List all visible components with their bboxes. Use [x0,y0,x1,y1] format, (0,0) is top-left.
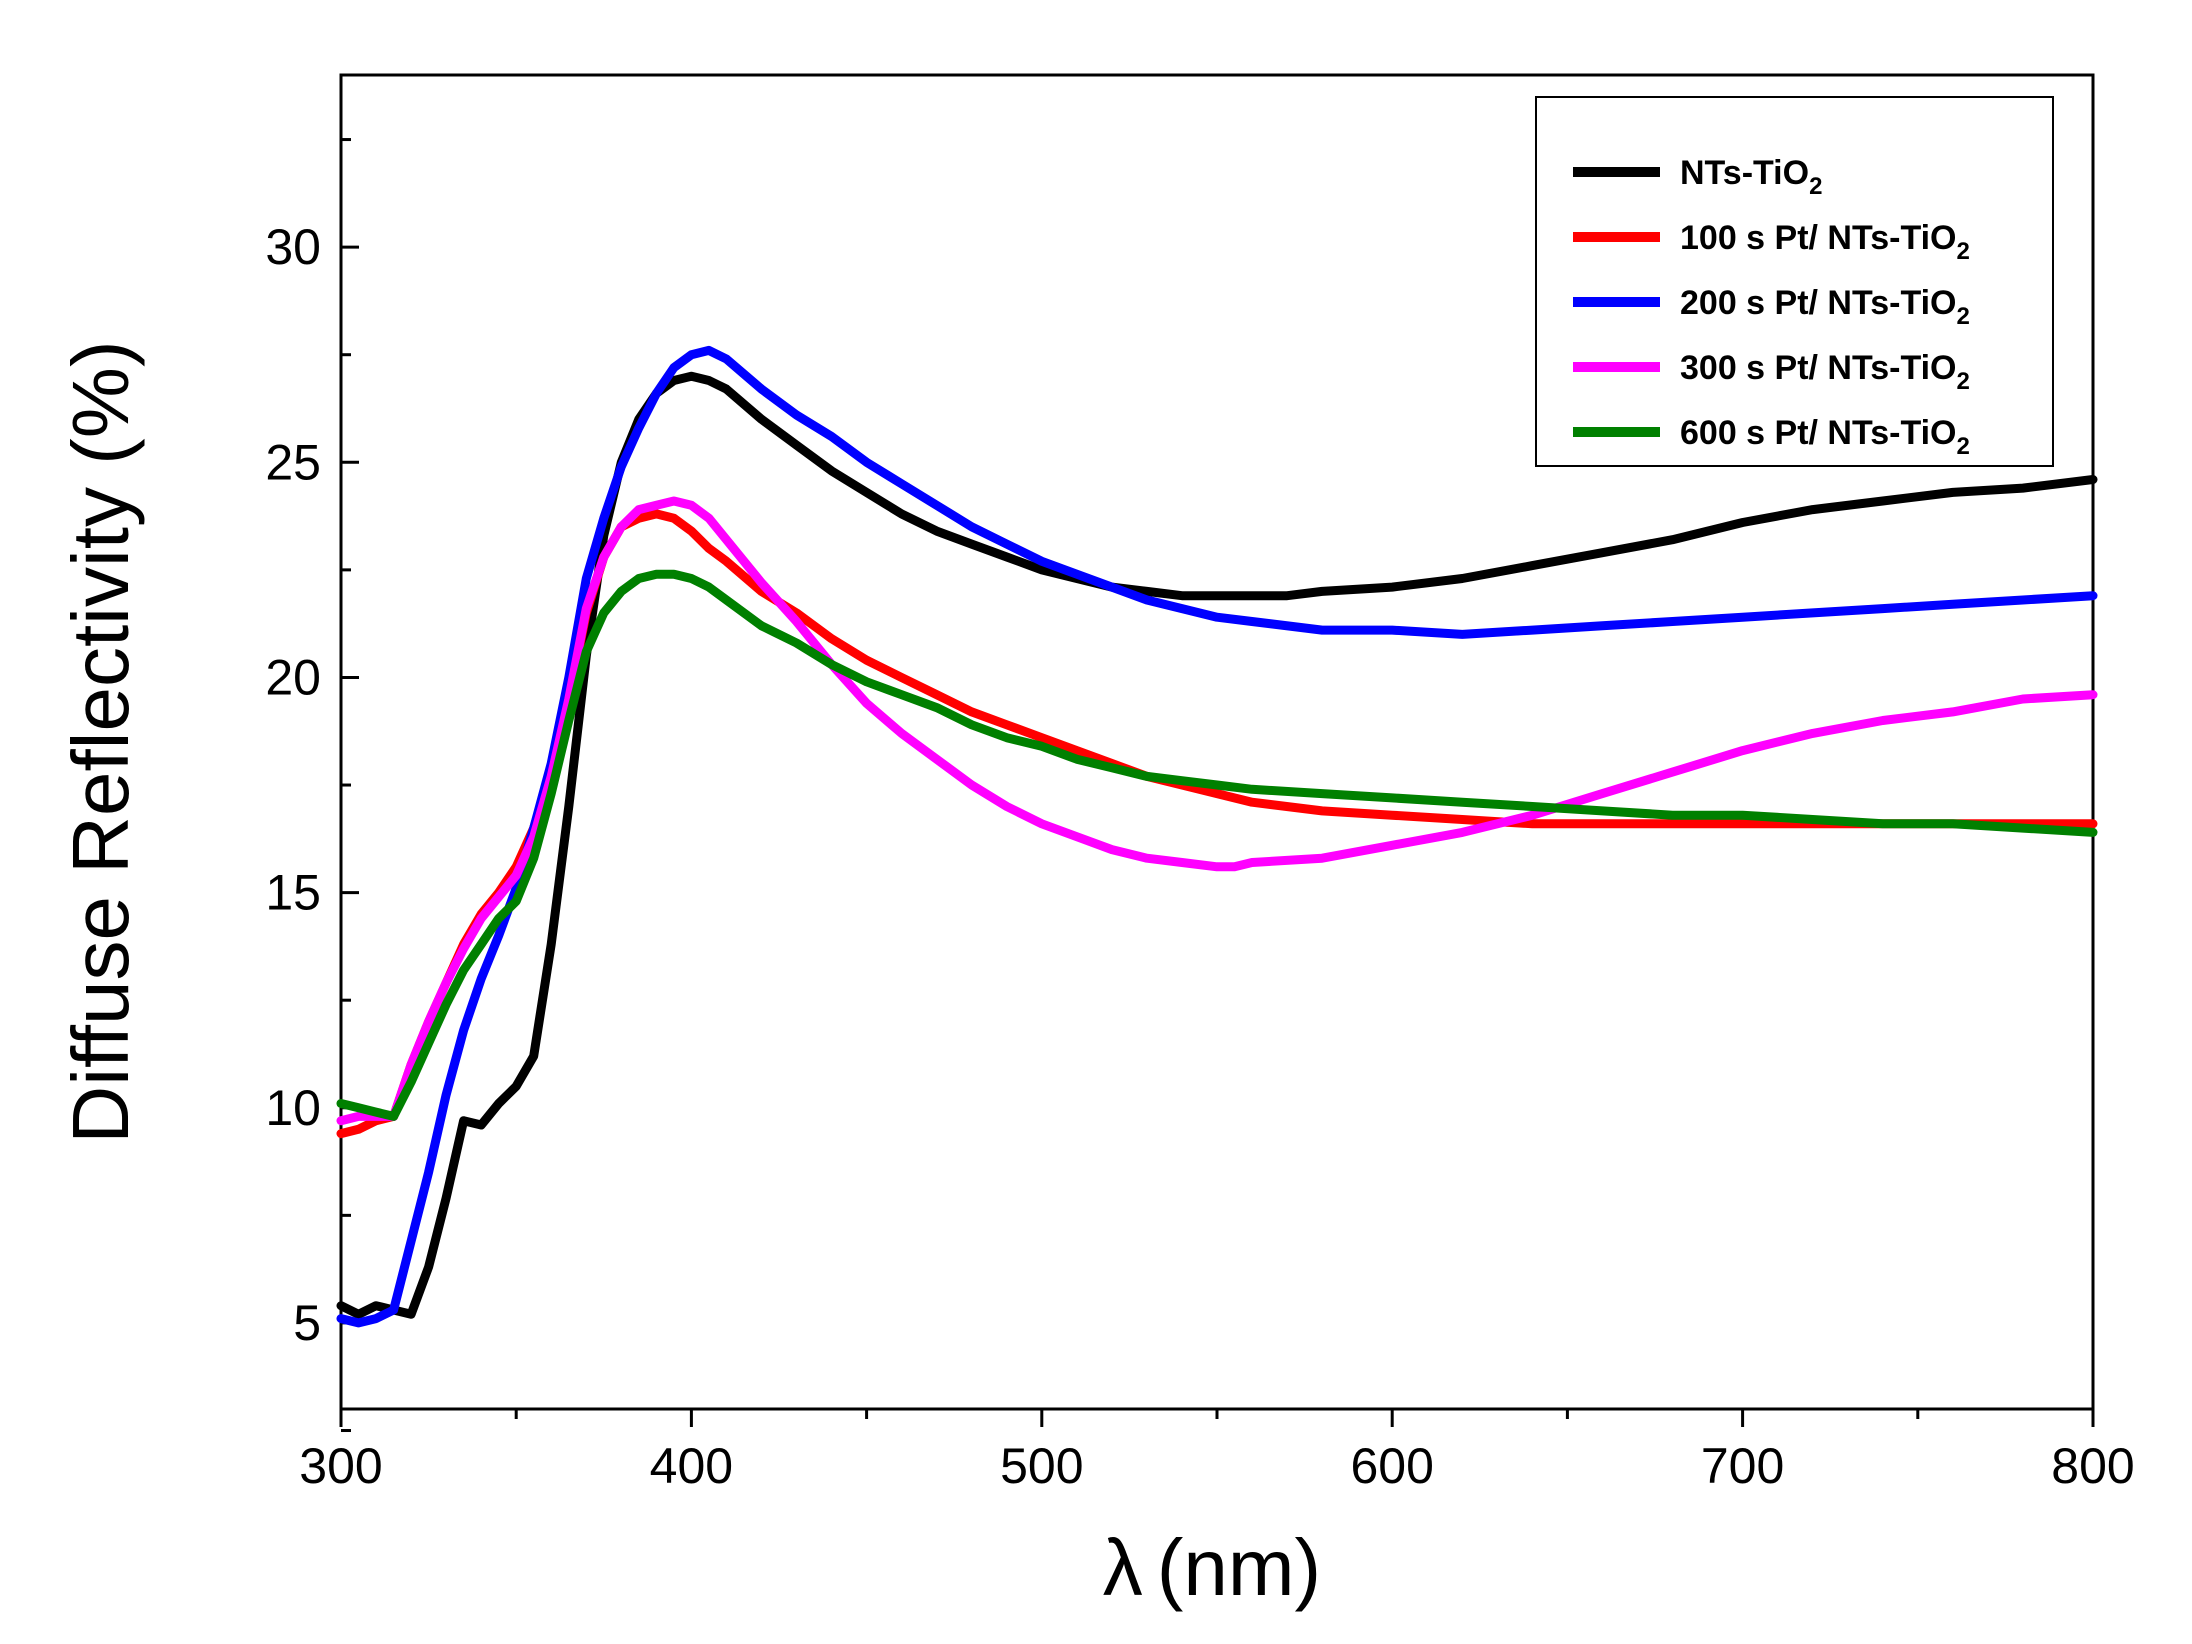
series-line-5 [336,569,2098,1121]
legend-label: 600 s Pt/ NTs-TiO2 [1680,414,1970,460]
series-line-1 [336,371,2098,1319]
x-axis-unit: (nm) [1157,1523,1321,1612]
y-tick-label: 30 [265,219,321,275]
series-lines [336,345,2098,1328]
x-tick-label: 300 [299,1438,382,1494]
x-tick-label: 600 [1350,1438,1433,1494]
x-axis-title: λ (nm) [1103,1523,1321,1612]
legend: NTs-TiO2 100 s Pt/ NTs-TiO2 200 s Pt/ NTs-… [1535,96,2054,467]
x-tick-label: 400 [650,1438,733,1494]
y-tick-label: 5 [293,1295,321,1351]
x-tick-label: 800 [2051,1438,2134,1494]
legend-label: NTs-TiO2 [1680,154,1822,200]
legend-label: 300 s Pt/ NTs-TiO2 [1680,349,1970,395]
x-tick-label: 700 [1701,1438,1784,1494]
y-axis-title: Diffuse Reflectivity (%) [56,340,145,1143]
y-tick-label: 20 [265,649,321,705]
y-tick-label: 10 [265,1080,321,1136]
x-tick-label: 500 [1000,1438,1083,1494]
y-tick-label: 25 [265,434,321,490]
series-line-3 [336,345,2098,1328]
legend-label: 100 s Pt/ NTs-TiO2 [1680,219,1970,265]
x-axis-symbol: λ [1103,1523,1143,1612]
legend-box [1535,96,2054,467]
legend-label: 200 s Pt/ NTs-TiO2 [1680,284,1970,330]
axis-tick-labels: 300 400 500 600 700 800 5 10 15 20 25 30 [265,219,2134,1494]
legend-items: NTs-TiO2 100 s Pt/ NTs-TiO2 200 s Pt/ NTs-… [1573,154,1970,460]
y-tick-label: 15 [265,865,321,921]
